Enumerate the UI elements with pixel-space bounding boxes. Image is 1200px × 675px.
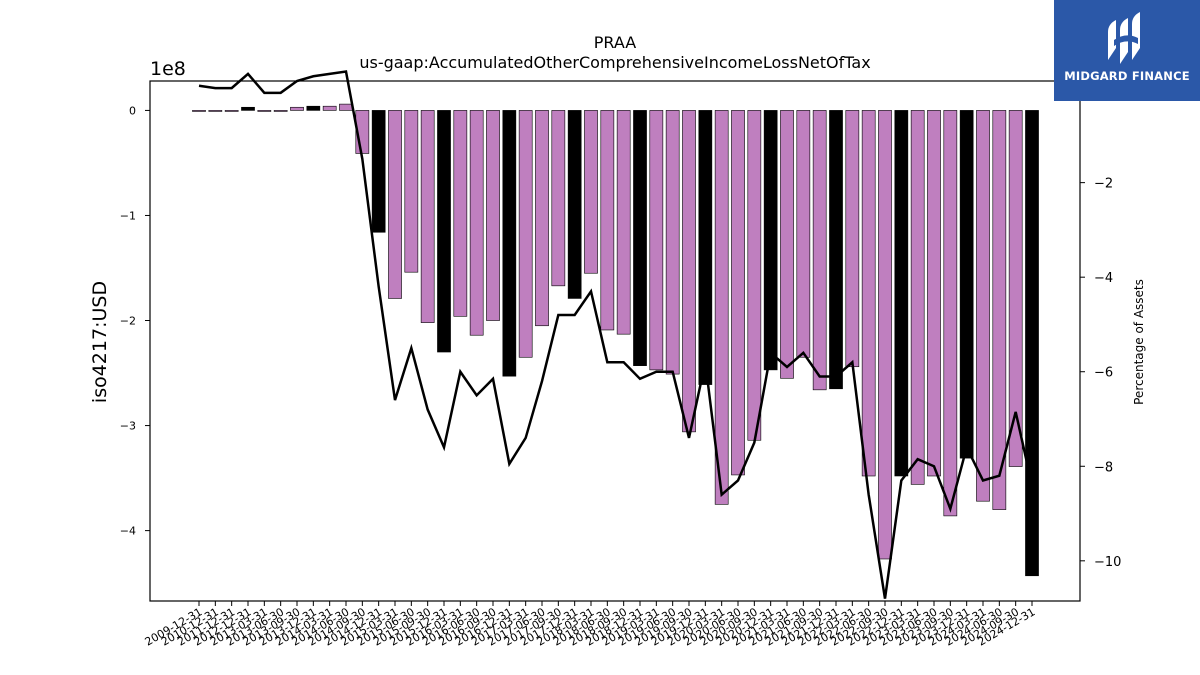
y-axis-ticks: 0 −1 −2 −3 −4 [120,104,150,538]
bar [649,110,664,371]
line-percentage-of-assets [198,70,1034,599]
brand-logo: MIDGARD FINANCE [1054,0,1200,101]
bar [1025,110,1039,577]
bar [567,110,582,299]
bar [600,110,615,331]
bar [714,110,729,505]
bar [518,110,533,358]
bar [976,110,990,502]
bar [959,110,974,459]
bar [878,110,892,560]
bar [747,110,762,441]
y-tick-label: −3 [120,420,136,433]
bar [665,110,680,375]
line-series [198,70,1034,599]
bar [306,105,321,111]
y2-tick-label: −6 [1094,366,1113,381]
y-axis-label: iso4217:USD [89,281,111,403]
bar [208,110,223,112]
bar [796,110,811,358]
bar [486,110,500,321]
bar [894,110,909,477]
y-tick-label: 0 [129,104,136,117]
midgard-logo-icon [1108,12,1140,64]
bar [633,110,647,366]
bar [731,110,745,476]
y2-tick-label: −2 [1094,177,1113,192]
bar [845,110,860,368]
y-tick-label: −1 [120,209,136,222]
y-tick-label: −4 [120,525,136,538]
bar [992,110,1007,510]
bar [535,110,549,327]
bar [339,103,353,111]
bar [927,110,941,477]
y2-tick-label: −8 [1094,460,1113,475]
bar [910,110,925,485]
bar [257,110,272,112]
bar [698,110,713,385]
y2-axis-ticks: 0−2−4−6−8−10 [1080,82,1121,570]
bar [322,105,337,111]
bar [943,110,958,517]
chart-subtitle: us-gaap:AccumulatedOtherComprehensiveInc… [359,53,870,72]
bar-series [192,103,1039,577]
bar [437,110,451,353]
bar [584,110,598,274]
bar [1008,110,1023,467]
bar [551,110,566,287]
bar [469,110,484,336]
bar [682,110,696,433]
bar [763,110,778,371]
bar [420,110,435,323]
x-axis-ticks: 2009-12-312010-12-312011-12-312012-12-31… [143,601,1038,649]
bar [241,106,255,111]
bar [371,110,386,233]
bar [780,110,794,379]
bar [388,110,402,299]
bar [453,110,468,317]
bar [192,110,206,112]
y-scale-label: 1e8 [150,58,186,80]
bar [404,110,419,273]
chart-title: PRAA [594,33,637,52]
y2-tick-label: −10 [1094,555,1121,570]
bar [616,110,631,335]
y2-axis-label: Percentage of Assets [1132,279,1146,405]
bar [812,110,827,391]
brand-logo-text: MIDGARD FINANCE [1064,69,1190,83]
y2-tick-label: −4 [1094,271,1113,286]
bar [502,110,517,377]
bar [224,110,239,112]
y-tick-label: −2 [120,315,136,328]
bar [861,110,876,477]
plot-frame [149,80,1081,602]
bar [829,110,843,390]
bar [273,110,288,112]
bar [290,106,304,111]
